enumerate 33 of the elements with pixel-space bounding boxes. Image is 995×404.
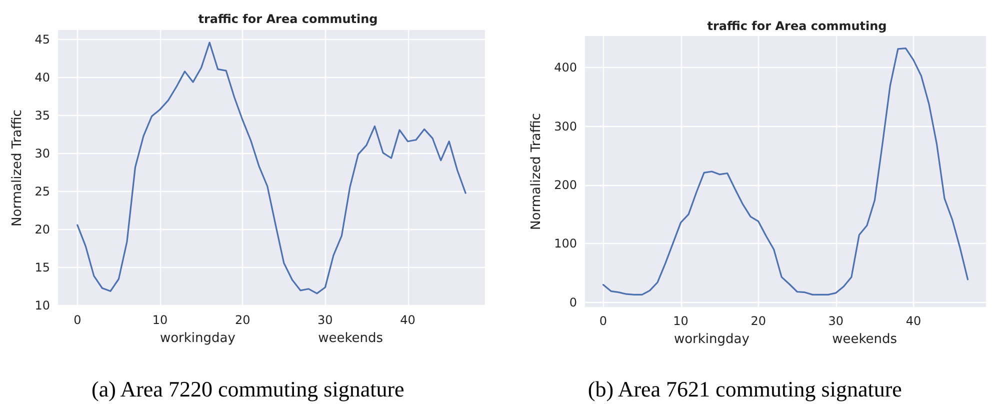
- y-tick-label: 25: [34, 184, 50, 199]
- line-series: [602, 48, 969, 296]
- x-tick-label: 20: [750, 314, 766, 328]
- y-tick-label: 0: [569, 295, 577, 310]
- text: (b) Area 7621 commuting signature: [588, 376, 902, 402]
- x-tick-label: 10: [152, 313, 168, 327]
- x-tick-label: 0: [74, 313, 82, 327]
- y-tick-label: 20: [34, 222, 50, 237]
- text: (a) Area 7220 commuting signature: [91, 376, 404, 402]
- y-tick-label: 40: [34, 70, 50, 85]
- x-tick-label: 30: [318, 313, 333, 327]
- chart-title: traffic for Area commuting: [198, 12, 378, 26]
- y-tick-label: 15: [34, 260, 50, 275]
- y-tick-label: 200: [554, 178, 577, 192]
- x-axis-title: workingday weekends: [160, 331, 384, 346]
- y-tick-label: 45: [34, 32, 50, 47]
- y-tick-label: 10: [34, 298, 50, 313]
- y-tick-label: 300: [554, 119, 577, 134]
- line-series: [76, 42, 466, 294]
- y-tick-label: 30: [34, 146, 50, 161]
- y-axis-title: Normalized Traffic: [529, 113, 544, 230]
- x-tick-label: 40: [400, 313, 416, 327]
- x-tick-label: 40: [906, 314, 922, 328]
- chart-title: traffic for Area commuting: [707, 19, 887, 33]
- x-tick-label: 10: [673, 314, 688, 328]
- x-axis-title: workingday weekends: [674, 332, 898, 347]
- y-tick-label: 400: [554, 60, 577, 75]
- x-tick-label: 30: [828, 314, 844, 328]
- x-tick-label: 20: [234, 313, 250, 327]
- y-tick-label: 35: [34, 108, 50, 123]
- y-axis-title: Normalized Traffic: [10, 110, 25, 226]
- x-tick-label: 0: [599, 314, 608, 328]
- y-tick-label: 100: [554, 236, 577, 251]
